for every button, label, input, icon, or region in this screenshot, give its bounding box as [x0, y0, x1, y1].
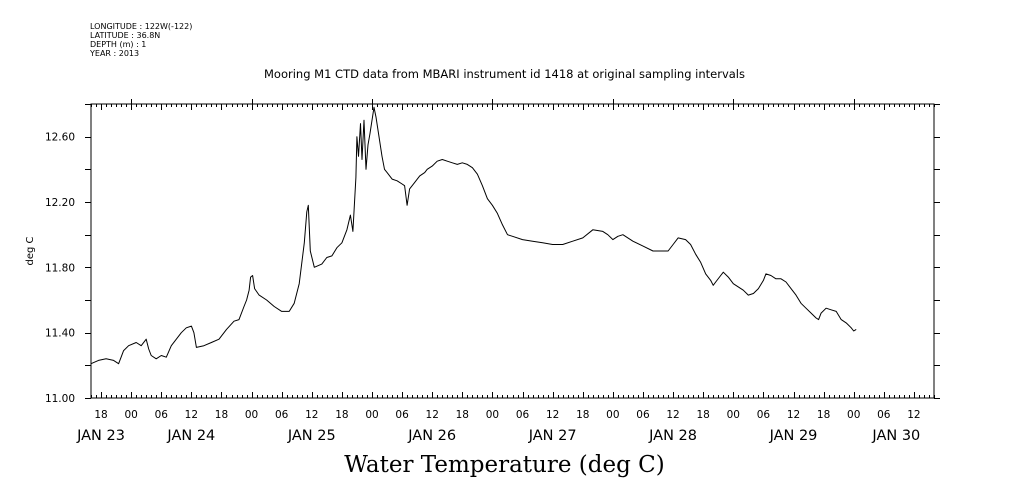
x-date-label: JAN 27 [528, 428, 577, 444]
x-tick-label: 12 [546, 409, 559, 421]
x-tick-label: 06 [877, 409, 891, 421]
x-axis-label: Water Temperature (deg C) [344, 452, 665, 478]
x-tick-label: 00 [727, 409, 740, 421]
tick-labels: 11.00 11.40 11.80 12.20 12.60 18 00 06 12 18 00 06 1… [45, 132, 921, 444]
x-tick-label: 00 [847, 409, 860, 421]
x-tick-label: 06 [636, 409, 650, 421]
x-tick-label: 18 [817, 409, 830, 421]
x-tick-label: 12 [666, 409, 679, 421]
data-series-line [90, 106, 857, 365]
x-tick-label: 18 [576, 409, 589, 421]
x-tick-label: 06 [155, 409, 169, 421]
x-tick-label: 18 [335, 409, 348, 421]
x-date-label: JAN 24 [166, 428, 215, 444]
x-date-label: JAN 26 [407, 428, 456, 444]
x-tick-label: 12 [907, 409, 920, 421]
x-tick-label: 12 [185, 409, 198, 421]
x-date-label: JAN 25 [287, 428, 336, 444]
x-date-label: JAN 30 [871, 428, 920, 444]
meta-depth: DEPTH (m) : 1 [90, 40, 147, 49]
x-tick-label: 00 [486, 409, 499, 421]
x-tick-label: 06 [516, 409, 530, 421]
x-tick-label: 18 [215, 409, 228, 421]
x-tick-label: 12 [305, 409, 318, 421]
meta-longitude: LONGITUDE : 122W(-122) [90, 22, 193, 31]
x-tick-label: 00 [606, 409, 619, 421]
x-tick-label: 12 [426, 409, 439, 421]
y-axis-label: deg C [25, 236, 36, 265]
x-tick-label: 12 [787, 409, 800, 421]
meta-latitude: LATITUDE : 36.8N [90, 31, 161, 40]
y-tick-label: 11.00 [45, 393, 75, 405]
x-date-label: JAN 29 [769, 428, 818, 444]
x-tick-label: 00 [124, 409, 137, 421]
x-tick-label: 00 [245, 409, 258, 421]
series-layer [90, 106, 857, 365]
x-date-label: JAN 28 [648, 428, 697, 444]
plot-frame [90, 103, 935, 399]
x-tick-label: 06 [275, 409, 289, 421]
tick-marks [85, 99, 940, 399]
x-tick-label: 18 [94, 409, 107, 421]
x-date-label: JAN 23 [76, 428, 125, 444]
chart-title: Mooring M1 CTD data from MBARI instrumen… [264, 67, 745, 81]
y-tick-label: 12.20 [45, 197, 75, 209]
x-tick-label: 06 [757, 409, 771, 421]
x-tick-label: 06 [395, 409, 409, 421]
meta-year: YEAR : 2013 [90, 49, 140, 58]
x-tick-label: 18 [696, 409, 709, 421]
y-tick-label: 12.60 [45, 132, 75, 144]
y-tick-label: 11.80 [45, 262, 75, 274]
x-tick-label: 00 [365, 409, 378, 421]
x-tick-label: 18 [456, 409, 469, 421]
y-tick-label: 11.40 [45, 328, 75, 340]
